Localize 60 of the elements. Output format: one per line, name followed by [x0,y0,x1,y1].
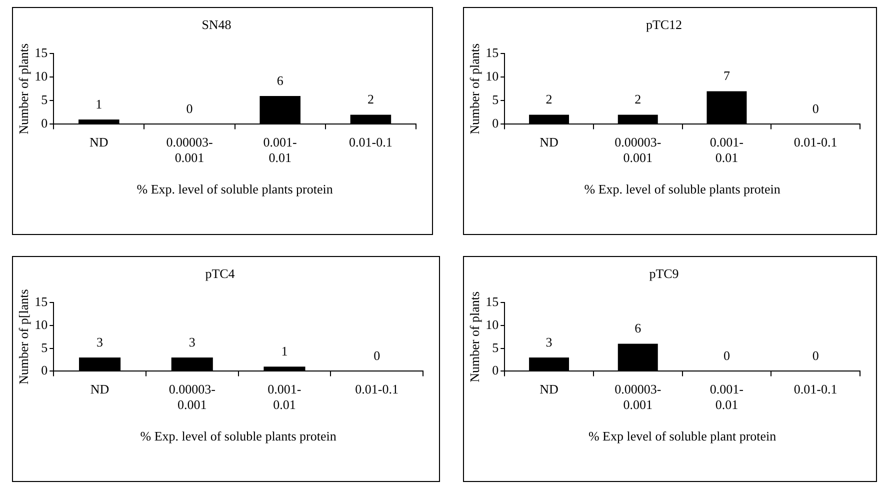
y-tick-label: 10 [34,68,48,84]
data-label: 2 [546,92,552,107]
x-tick-label: ND [540,381,558,396]
y-tick-label: 15 [486,294,499,310]
y-axis-title: Number of plants [467,43,482,134]
y-tick-label: 0 [41,116,48,131]
x-tick-label: 0.001-0.01 [710,381,744,412]
chart-title: pTC9 [649,266,679,282]
y-tick-label: 10 [486,316,499,332]
data-label: 0 [186,101,193,116]
chart-title: pTC12 [646,17,682,32]
data-label: 7 [723,68,730,84]
y-tick-label: 0 [492,362,499,378]
y-tick-label: 10 [34,316,48,332]
x-tick-label: 0.00003-0.001 [614,381,662,412]
x-tick-label: 0.00003-0.001 [168,381,216,412]
x-tick-label: 0.00003-0.001 [166,134,213,166]
y-tick-label: 10 [486,68,499,84]
y-tick-label: 5 [492,92,499,108]
y-tick-label: 0 [41,362,48,378]
x-axis-title: % Exp level of soluble plant protein [588,428,777,444]
y-tick-label: 5 [41,92,48,108]
y-tick-label: 15 [34,45,48,60]
y-tick-label: 5 [41,340,48,355]
y-axis-title: Number of plants [467,291,482,382]
x-tick-label: ND [90,134,108,150]
data-label: 0 [374,348,380,364]
x-tick-label: 0.001-0.01 [263,134,297,166]
x-tick-label: 0.001-0.01 [710,134,744,166]
data-label: 3 [546,334,552,350]
data-label: 2 [634,92,642,107]
x-tick-label: 0.01-0.1 [355,381,398,396]
x-axis-title: % Exp. level of soluble plants protein [140,428,337,444]
x-tick-label: 0.001-0.01 [268,381,302,412]
chart-title: SN48 [202,17,232,32]
y-tick-label: 15 [34,294,48,310]
data-label: 3 [96,334,104,350]
y-axis-title: Number of p[lants [16,289,32,385]
x-tick-label: ND [90,381,110,396]
x-tick-label: ND [540,134,558,150]
chart-title: pTC4 [205,266,236,282]
y-tick-label: 5 [492,340,499,355]
x-tick-label: 0.01-0.1 [794,381,838,396]
data-label: 3 [188,334,196,350]
data-label: 6 [634,320,642,336]
x-tick-label: 0.01-0.1 [349,134,392,150]
y-tick-label: 15 [486,45,499,60]
data-label: 0 [723,348,730,364]
x-axis-title: % Exp. level of soluble plants protein [584,182,781,197]
data-label: 6 [276,72,284,88]
y-tick-label: 0 [492,116,499,131]
data-label: 1 [281,344,288,359]
data-label: 1 [96,96,102,112]
data-label: 0 [812,348,819,364]
x-tick-label: 0.01-0.1 [794,134,838,150]
x-axis-title: % Exp. level of soluble plants protein [136,182,334,197]
data-label: 0 [812,101,819,116]
x-tick-label: 0.00003-0.001 [614,134,662,166]
y-axis-title: Number of plants [16,43,32,134]
data-label: 2 [367,92,374,107]
